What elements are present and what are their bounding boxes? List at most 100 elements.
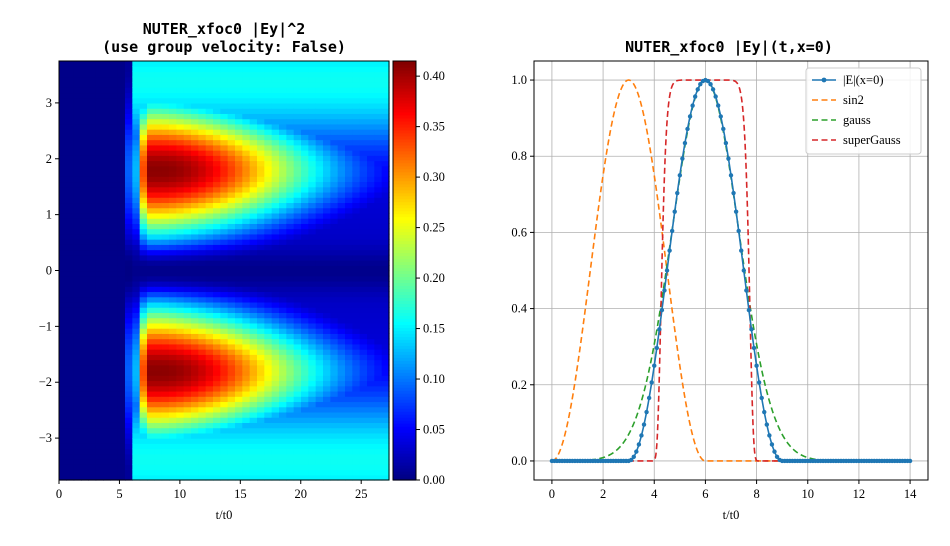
- heatmap-cell: [95, 401, 104, 408]
- colorbar-segment: [393, 387, 416, 391]
- heatmap-cell: [110, 438, 119, 444]
- heatmap-cell: [125, 155, 133, 162]
- heatmap-cell: [66, 432, 75, 439]
- colorbar-tick-label: 0.35: [423, 120, 445, 134]
- heatmap-cell: [293, 218, 302, 224]
- colorbar-segment: [393, 465, 416, 469]
- heatmap-cell: [103, 312, 111, 319]
- heatmap-cell: [176, 244, 185, 251]
- heatmap-cell: [330, 364, 339, 371]
- heatmap-cell: [345, 286, 353, 293]
- heatmap-cell: [147, 411, 155, 418]
- colorbar-segment: [393, 105, 416, 110]
- heatmap-cell: [271, 291, 280, 298]
- heatmap-cell: [235, 254, 243, 261]
- heatmap-cell: [381, 197, 390, 204]
- colorbar-segment: [393, 282, 416, 287]
- heatmap-cell: [125, 165, 133, 172]
- heatmap-cell: [205, 249, 214, 256]
- heatmap-cell: [176, 322, 185, 329]
- heatmap-cell: [125, 301, 133, 308]
- heatmap-cell: [271, 364, 280, 371]
- heatmap-cell: [103, 417, 111, 423]
- colorbar-segment: [393, 66, 416, 71]
- heatmap-cell: [315, 427, 324, 434]
- heatmap-cell: [359, 286, 368, 293]
- heatmap-cell: [103, 275, 111, 282]
- heatmap-cell: [279, 359, 287, 366]
- heatmap-cell: [242, 322, 251, 329]
- heatmap-cell: [293, 170, 302, 177]
- heatmap-cell: [95, 113, 104, 120]
- heatmap-cell: [271, 228, 280, 235]
- heatmap-cell: [235, 411, 243, 418]
- heatmap-cell: [279, 438, 287, 444]
- heatmap-cell: [279, 265, 287, 272]
- heatmap-cell: [323, 354, 331, 361]
- heatmap-cell: [381, 322, 390, 329]
- heatmap-cell: [198, 432, 207, 439]
- heatmap-cell: [110, 139, 119, 146]
- series-marker-e-x0: [754, 363, 759, 368]
- heatmap-cell: [301, 401, 309, 408]
- series-marker-e-x0: [690, 103, 695, 108]
- heatmap-cell: [169, 160, 177, 167]
- heatmap-cell: [169, 417, 177, 423]
- heatmap-cell: [88, 474, 97, 481]
- heatmap-cell: [66, 87, 75, 94]
- heatmap-cell: [176, 375, 185, 382]
- heatmap-cell: [235, 97, 243, 104]
- heatmap-cell: [73, 129, 82, 135]
- heatmap-cell: [198, 87, 207, 94]
- heatmap-cell: [242, 249, 251, 256]
- heatmap-cell: [315, 61, 324, 67]
- heatmap-cell: [117, 223, 126, 230]
- colorbar-segment: [393, 165, 416, 170]
- heatmap-cell: [337, 375, 346, 382]
- colorbar-segment: [393, 114, 416, 119]
- heatmap-cell: [176, 417, 185, 423]
- heatmap-cell: [198, 118, 207, 125]
- heatmap-cell: [132, 202, 141, 209]
- heatmap-cell: [59, 150, 67, 156]
- heatmap-cell: [286, 328, 295, 334]
- heatmap-cell: [286, 427, 295, 434]
- heatmap-cell: [352, 474, 361, 481]
- heatmap-cell: [139, 427, 148, 434]
- lineplot-x-tick-label: 8: [753, 487, 759, 501]
- heatmap-cell: [227, 160, 236, 167]
- heatmap-cell: [88, 333, 97, 340]
- heatmap-cell: [352, 197, 361, 204]
- heatmap-cell: [235, 218, 243, 224]
- heatmap-cell: [205, 411, 214, 418]
- heatmap-cell: [169, 296, 177, 303]
- heatmap-cell: [315, 260, 324, 266]
- colorbar-segment: [393, 198, 416, 203]
- heatmap-cell: [154, 61, 163, 67]
- colorbar-segment: [393, 441, 416, 445]
- heatmap-cell: [81, 396, 89, 403]
- colorbar-segment: [393, 351, 416, 355]
- heatmap-cell: [191, 176, 199, 183]
- heatmap-cell: [176, 123, 185, 130]
- heatmap-cell: [227, 443, 236, 450]
- heatmap-cell: [169, 443, 177, 450]
- heatmap-cell: [73, 328, 82, 334]
- heatmap-cell: [367, 165, 375, 172]
- heatmap-cell: [125, 375, 133, 382]
- heatmap-cell: [147, 270, 155, 277]
- colorbar-segment: [393, 150, 416, 155]
- heatmap-cell: [345, 160, 353, 167]
- heatmap-cell: [301, 228, 309, 235]
- heatmap-cell: [352, 338, 361, 345]
- heatmap-cell: [352, 160, 361, 167]
- heatmap-cell: [286, 102, 295, 109]
- heatmap-cell: [337, 218, 346, 224]
- heatmap-cell: [88, 228, 97, 235]
- heatmap-cell: [198, 312, 207, 319]
- heatmap-cell: [374, 123, 383, 130]
- heatmap-cell: [88, 354, 97, 361]
- heatmap-cell: [139, 291, 148, 298]
- heatmap-cell: [315, 307, 324, 313]
- heatmap-cell: [95, 129, 104, 135]
